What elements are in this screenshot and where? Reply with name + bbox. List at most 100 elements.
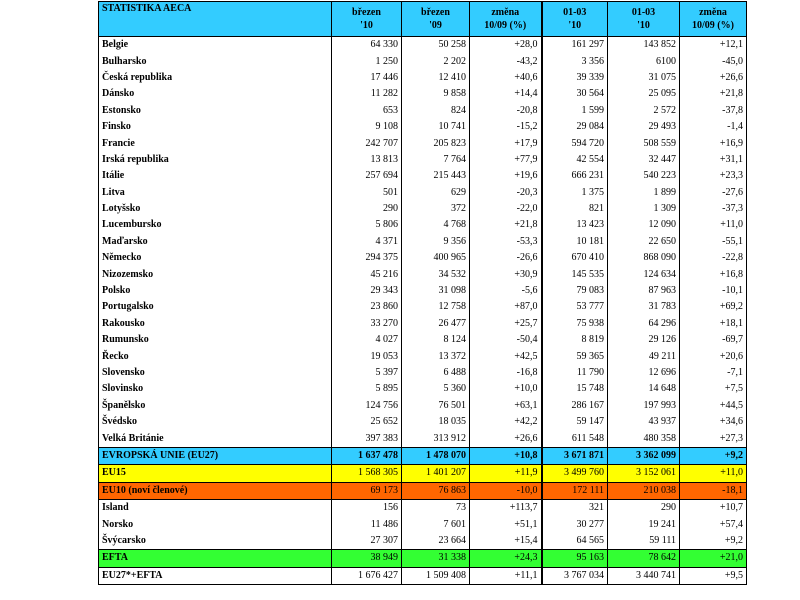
cell-value: 12 090 xyxy=(607,217,680,234)
cell-value: 30 277 xyxy=(540,516,608,533)
cell-value: 8 124 xyxy=(401,332,470,349)
cell-value: -27,6 xyxy=(679,184,747,201)
cell-value: 25 652 xyxy=(331,413,402,431)
cell-value: 1 637 478 xyxy=(331,446,402,466)
cell-value: 19 053 xyxy=(331,348,402,365)
cell-value: +7,5 xyxy=(679,381,747,398)
cell-value: +44,5 xyxy=(679,397,747,414)
cell-value: 9 108 xyxy=(331,118,402,136)
table-row: Česká republika 17 446 12 410 +40,6 39 339 31… xyxy=(98,69,747,87)
cell-value: 397 383 xyxy=(331,430,402,448)
cell-value: 868 090 xyxy=(607,250,680,267)
cell-value: 5 397 xyxy=(331,364,402,382)
cell-value: +11,1 xyxy=(469,567,542,585)
cell-value: 400 965 xyxy=(401,250,470,267)
cell-value: 31 075 xyxy=(607,69,680,87)
row-label: Francie xyxy=(98,135,332,152)
cell-value: +19,6 xyxy=(469,168,542,185)
row-label: Švédsko xyxy=(98,413,332,431)
cell-value: 215 443 xyxy=(401,168,470,185)
cell-value: 5 360 xyxy=(401,381,470,398)
cell-value: 7 601 xyxy=(401,516,470,533)
table-row: Řecko 19 053 13 372 +42,5 59 365 49 211 +20,6 xyxy=(98,348,747,365)
row-label: EVROPSKÁ UNIE (EU27) xyxy=(98,446,332,466)
cell-value: +11,0 xyxy=(679,217,747,234)
cell-value: +15,4 xyxy=(469,532,542,550)
header-row: STATISTIKA AECA březen '10 březen '09 změn… xyxy=(98,1,747,37)
cell-value: 197 993 xyxy=(607,397,680,414)
cell-value: 1 568 305 xyxy=(331,464,402,483)
table-row: Belgie 64 330 50 258 +28,0 161 297 143 852 +12… xyxy=(98,36,747,54)
cell-value: 124 756 xyxy=(331,397,402,414)
cell-value: 3 362 099 xyxy=(607,446,680,466)
cell-value: 321 xyxy=(540,499,608,517)
cell-value: 42 554 xyxy=(540,151,608,169)
cell-value: 29 343 xyxy=(331,282,402,300)
cell-value: 14 648 xyxy=(607,381,680,398)
cell-value: 95 163 xyxy=(540,549,608,568)
cell-value: 15 748 xyxy=(540,381,608,398)
cell-value: +11,9 xyxy=(469,464,542,483)
cell-value: 11 282 xyxy=(331,86,402,103)
cell-value: +10,0 xyxy=(469,381,542,398)
cell-value: -20,8 xyxy=(469,102,542,119)
cell-value: 53 777 xyxy=(540,299,608,316)
cell-value: 666 231 xyxy=(540,168,608,185)
row-label: Švýcarsko xyxy=(98,532,332,550)
cell-value: 87 963 xyxy=(607,282,680,300)
cell-value: 286 167 xyxy=(540,397,608,414)
cell-value: -26,6 xyxy=(469,250,542,267)
cell-value: 594 720 xyxy=(540,135,608,152)
statistics-table: STATISTIKA AECA březen '10 březen '09 změn… xyxy=(98,1,747,585)
table-row: Finsko 9 108 10 741 -15,2 29 084 29 493 -1,4 xyxy=(98,118,747,136)
cell-value: +27,3 xyxy=(679,430,747,448)
cell-value: 59 365 xyxy=(540,348,608,365)
table-row: Slovensko 5 397 6 488 -16,8 11 790 12 696 -7,1 xyxy=(98,364,747,382)
cell-value: 6 488 xyxy=(401,364,470,382)
table-row: Norsko 11 486 7 601 +51,1 30 277 19 241 +57,4 xyxy=(98,516,747,533)
cell-value: 13 372 xyxy=(401,348,470,365)
cell-value: 290 xyxy=(607,499,680,517)
cell-value: 11 486 xyxy=(331,516,402,533)
cell-value: 10 181 xyxy=(540,233,608,251)
cell-value: 69 173 xyxy=(331,482,402,500)
cell-value: 611 548 xyxy=(540,430,608,448)
cell-value: 5 806 xyxy=(331,217,402,234)
cell-value: +9,2 xyxy=(679,446,747,466)
row-label: Finsko xyxy=(98,118,332,136)
cell-value: +87,0 xyxy=(469,299,542,316)
cell-value: 18 035 xyxy=(401,413,470,431)
table-row: Portugalsko 23 860 12 758 +87,0 53 777 31 783… xyxy=(98,299,747,316)
cell-value: +26,6 xyxy=(469,430,542,448)
cell-value: -22,0 xyxy=(469,200,542,218)
table-row: Německo 294 375 400 965 -26,6 670 410 868 090… xyxy=(98,250,747,267)
cell-value: 75 938 xyxy=(540,315,608,333)
row-label: Řecko xyxy=(98,348,332,365)
row-label: Maďarsko xyxy=(98,233,332,251)
cell-value: -10,1 xyxy=(679,282,747,300)
cell-value: +63,1 xyxy=(469,397,542,414)
cell-value: +69,2 xyxy=(679,299,747,316)
cell-value: 31 783 xyxy=(607,299,680,316)
table-row: Estonsko 653 824 -20,8 1 599 2 572 -37,8 xyxy=(98,102,747,119)
cell-value: 26 477 xyxy=(401,315,470,333)
cell-value: 1 599 xyxy=(540,102,608,119)
cell-value: 161 297 xyxy=(540,36,608,54)
cell-value: +12,1 xyxy=(679,36,747,54)
cell-value: +31,1 xyxy=(679,151,747,169)
cell-value: 653 xyxy=(331,102,402,119)
cell-value: 290 xyxy=(331,200,402,218)
cell-value: +30,9 xyxy=(469,266,542,283)
cell-value: 629 xyxy=(401,184,470,201)
cell-value: 145 535 xyxy=(540,266,608,283)
column-header: březen '09 xyxy=(401,1,470,37)
table-row: Španělsko 124 756 76 501 +63,1 286 167 197 99… xyxy=(98,397,747,414)
row-label: Lotyšsko xyxy=(98,200,332,218)
cell-value: 32 447 xyxy=(607,151,680,169)
cell-value: 9 858 xyxy=(401,86,470,103)
cell-value: 257 694 xyxy=(331,168,402,185)
cell-value: +21,0 xyxy=(679,549,747,568)
row-label: Litva xyxy=(98,184,332,201)
cell-value: -18,1 xyxy=(679,482,747,500)
cell-value: +28,0 xyxy=(469,36,542,54)
